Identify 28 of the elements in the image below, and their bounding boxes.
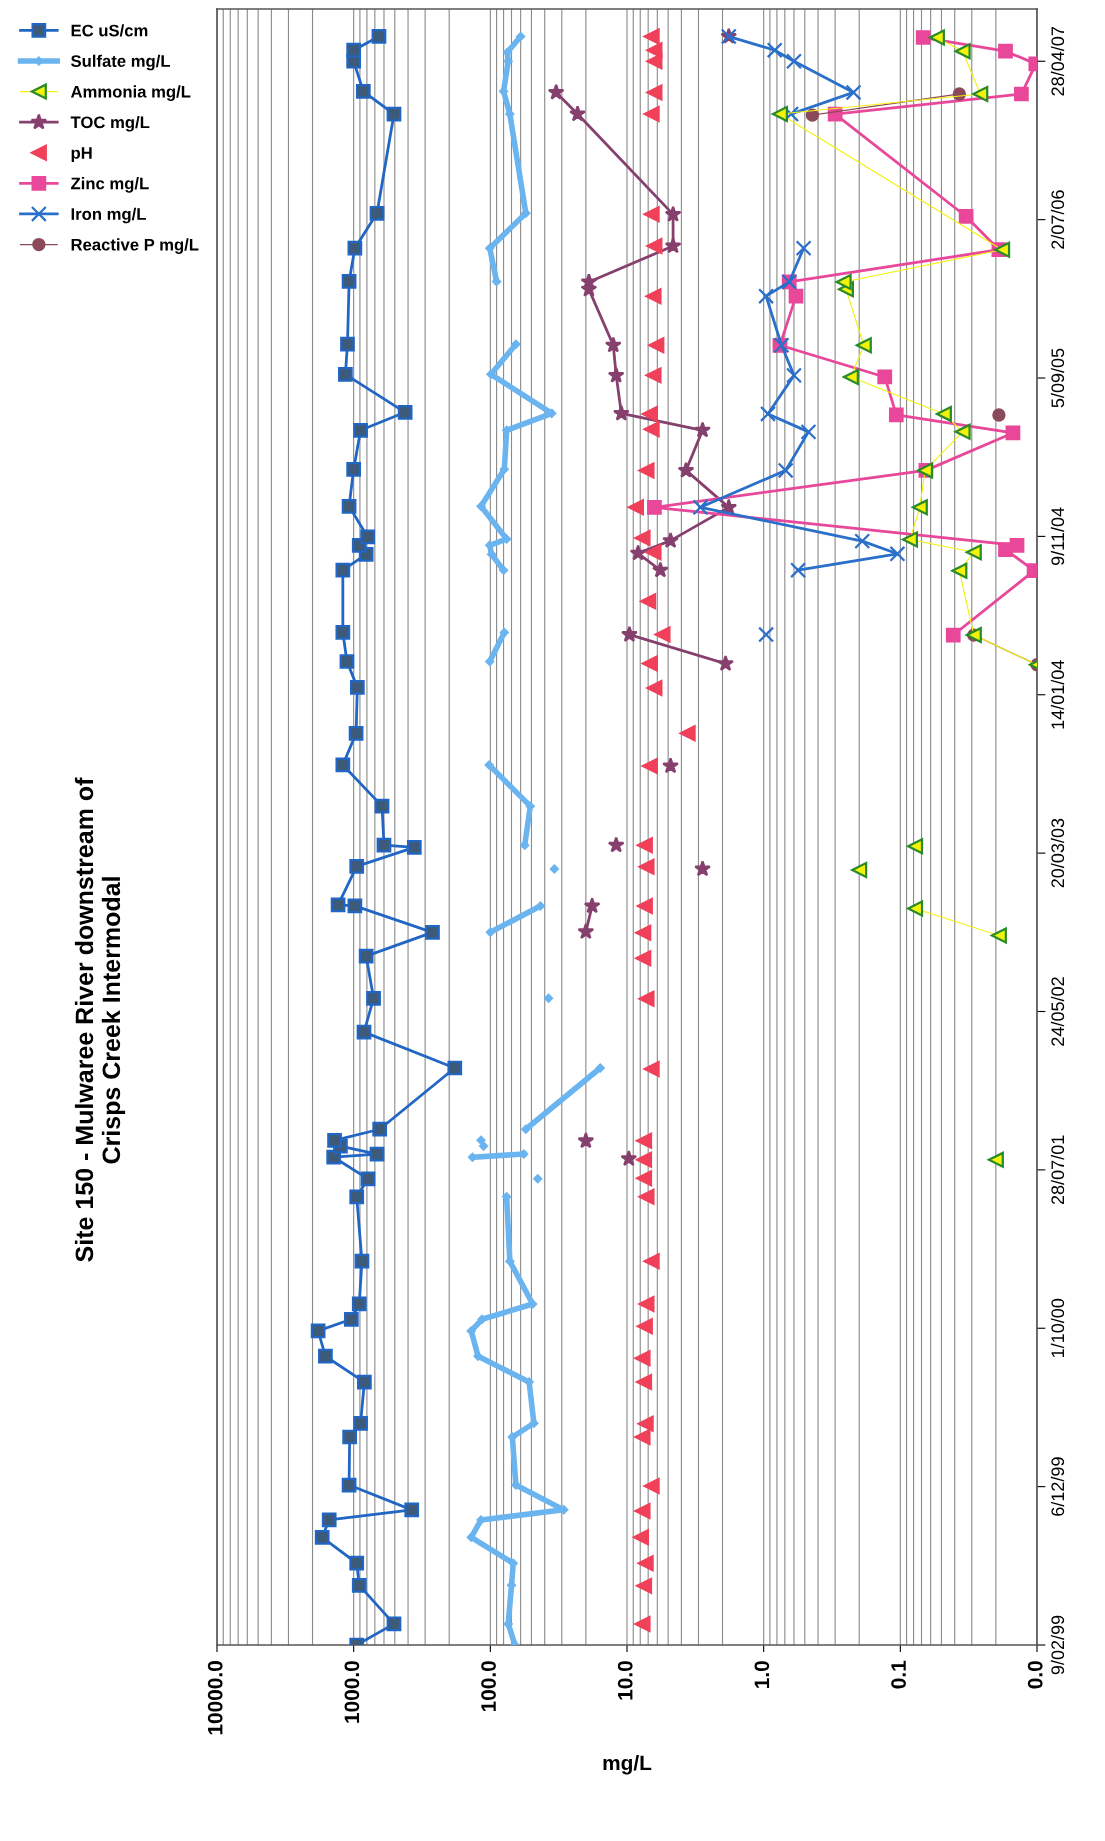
- y-tick-label: 24/05/02: [1050, 977, 1065, 1046]
- legend-label: TOC mg/L: [70, 115, 150, 132]
- legend-label: pH: [71, 147, 92, 163]
- text: Site 150 - Mulwaree River downstream of Crisps Creek Intermodal: [74, 777, 126, 1262]
- x-axis-title: mg/L: [603, 1755, 652, 1775]
- legend-label: Ammonia mg/L: [70, 85, 191, 101]
- x-tick-label: 0.1: [891, 1660, 906, 1689]
- y-tick-label: 9/11/04: [1050, 507, 1065, 565]
- y-tick-label: 28/07/01: [1050, 1135, 1065, 1205]
- legend-label: EC uS/cm: [71, 24, 148, 37]
- y-tick-label: 28/04/07: [1050, 27, 1065, 96]
- legend-label: Iron mg/L: [71, 207, 146, 224]
- legend-label: Reactive P mg/L: [71, 238, 199, 254]
- y-tick-label: 9/02/99: [1050, 1615, 1065, 1675]
- y-tick-label: 2/07/06: [1050, 190, 1065, 249]
- x-tick-label: 10.0: [617, 1661, 633, 1700]
- x-tick-label: 0.0: [1027, 1661, 1043, 1689]
- legend-label: Zinc mg/L: [71, 177, 149, 193]
- x-tick-label: 1000.0: [344, 1661, 360, 1723]
- y-tick-label: 6/12/99: [1050, 1457, 1065, 1516]
- y-tick-label: 1/10/00: [1050, 1298, 1065, 1357]
- y-tick-label: 14/01/04: [1050, 660, 1065, 729]
- legend-label: Sulfate mg/L: [71, 54, 171, 71]
- x-tick-label: 100.0: [481, 1661, 496, 1712]
- x-tick-label: 10000.0: [207, 1661, 223, 1735]
- x-tick-label: 1.0: [754, 1661, 770, 1688]
- y-tick-label: 5/09/05: [1050, 348, 1065, 408]
- y-tick-label: 20/03/03: [1050, 818, 1065, 888]
